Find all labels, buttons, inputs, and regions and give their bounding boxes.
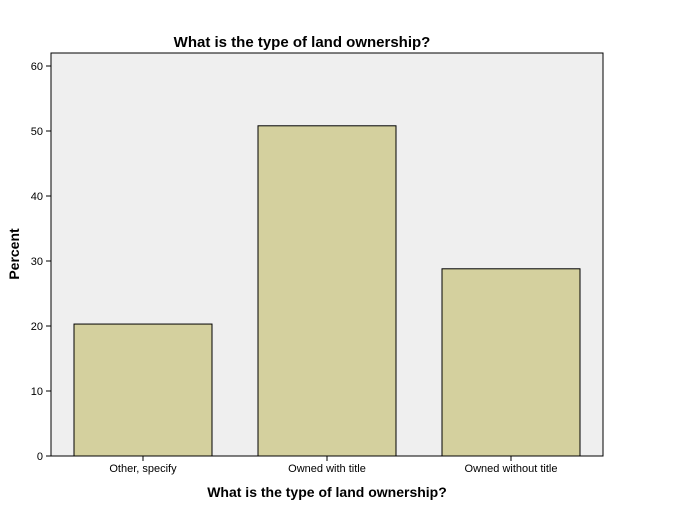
y-axis: 0 10 20 30 40 50 60 (31, 61, 51, 463)
y-axis-title: Percent (6, 228, 22, 280)
x-axis-title: What is the type of land ownership? (207, 484, 447, 500)
bar (257, 125, 397, 457)
y-tick-label: 60 (31, 61, 43, 73)
x-tick-label: Owned without title (465, 463, 558, 475)
bars-group (73, 125, 581, 457)
x-axis: Other, specify Owned with title Owned with… (109, 456, 557, 475)
chart-title: What is the type of land ownership? (174, 34, 431, 51)
y-tick-label: 30 (31, 256, 43, 268)
x-tick-label: Other, specify (109, 463, 177, 475)
y-tick-label: 50 (31, 126, 43, 138)
y-tick-label: 20 (31, 321, 43, 333)
bar (73, 323, 213, 457)
y-tick-label: 40 (31, 191, 43, 203)
y-tick-label: 0 (37, 451, 43, 463)
bar (441, 268, 581, 457)
x-tick-label: Owned with title (288, 463, 366, 475)
y-tick-label: 10 (31, 386, 43, 398)
